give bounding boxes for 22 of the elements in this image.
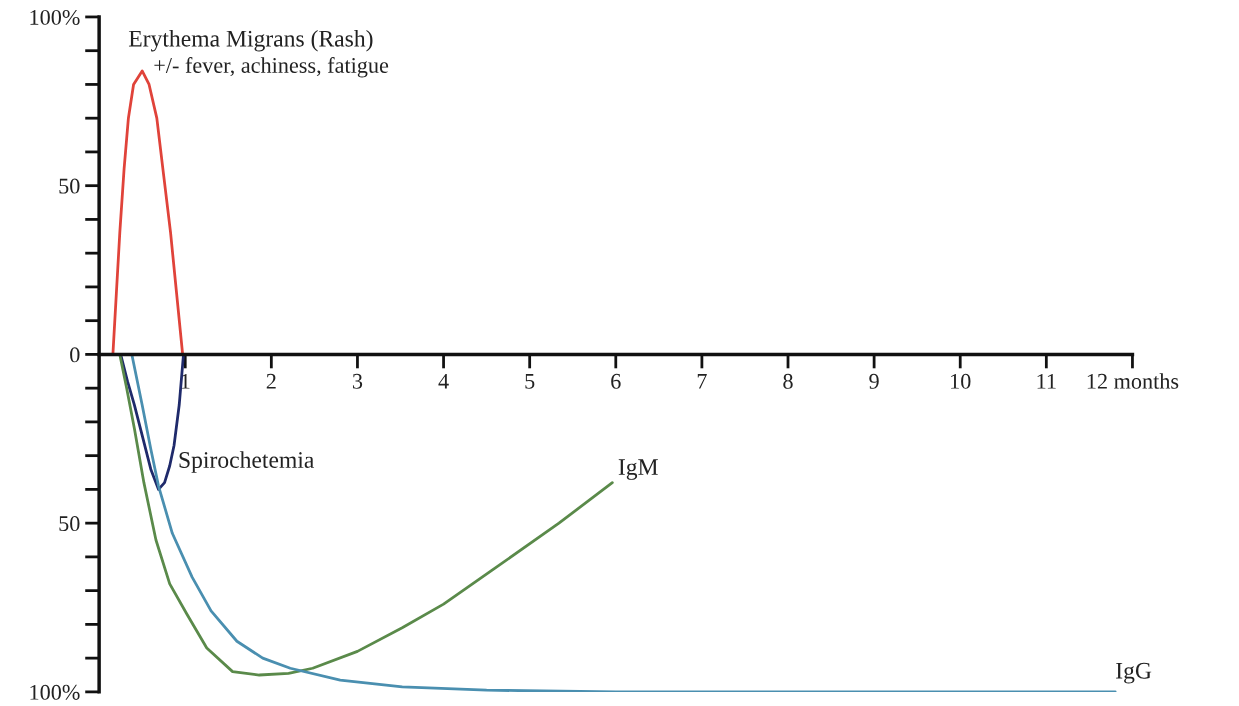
x-tick-label: 5 [525,374,535,389]
series-label: Spirochetemia [179,451,315,473]
x-tick-label: 9 [869,373,879,389]
y-tick-label: 100% [30,684,80,700]
x-tick-label: 1 [181,373,190,389]
series-label: IgM [618,459,658,480]
y-tick-label: 100% [30,9,80,25]
x-tick-label: 12 months [1087,373,1179,389]
x-tick-label: 8 [783,373,793,389]
x-tick-label: 6 [611,373,621,389]
y-tick-label: 50 [59,516,80,532]
x-tick-label: 7 [697,374,707,389]
x-tick-label: 10 [951,373,971,389]
series-label: IgG [1116,662,1152,684]
y-tick-label: 0 [70,347,80,363]
y-tick-label: 50 [59,178,80,194]
x-tick-label: 11 [1037,373,1056,389]
x-tick-label: 4 [438,373,449,389]
annotation: +/- fever, achiness, fatigue [154,57,389,78]
series-label: Erythema Migrans (Rash) [128,30,373,52]
x-tick-label: 3 [352,373,363,389]
x-tick-label: 2 [266,373,276,389]
